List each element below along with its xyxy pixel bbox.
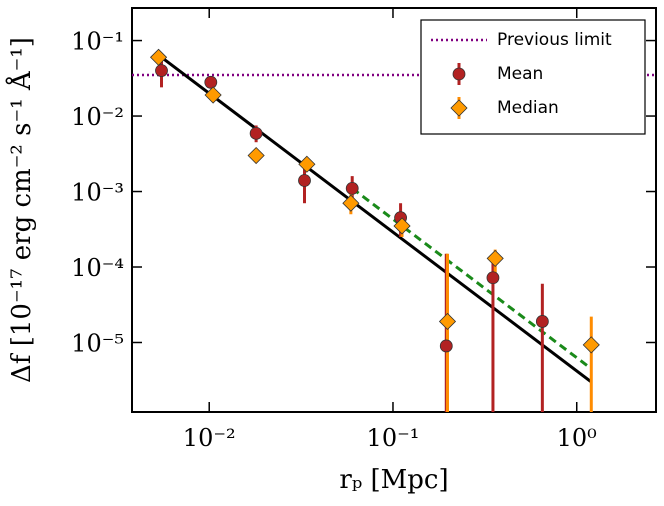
line (160, 56, 593, 384)
legend-label: Median (497, 98, 559, 118)
legend: Previous limit Mean Median (420, 19, 646, 135)
x-tick-label: 10⁻¹ (367, 424, 420, 452)
mean-point (345, 182, 359, 195)
y-tick-label: 10⁻⁴ (71, 254, 124, 282)
x-axis-label: rₚ [Mpc] (339, 465, 448, 495)
x-tick-label: 10⁻² (183, 424, 236, 452)
mean-point (439, 339, 453, 353)
y-axis-label: Δf [10⁻¹⁷ erg cm⁻² s⁻¹ Å⁻¹] (5, 37, 37, 383)
median-point (149, 48, 168, 66)
y-tick-label: 10⁻³ (71, 179, 124, 207)
median-point (393, 217, 411, 235)
median-point (582, 336, 600, 354)
plot-frame (131, 7, 657, 413)
legend-swatch (452, 67, 466, 81)
line (351, 187, 593, 370)
mean-point (298, 174, 311, 187)
legend-label: Previous limit (497, 30, 612, 50)
mean-point (486, 271, 500, 285)
mean-point (155, 64, 168, 77)
median-point (298, 155, 316, 173)
y-tick-label: 10⁻² (71, 103, 124, 131)
median-point (342, 194, 360, 212)
mean-point (249, 126, 263, 140)
x-tick-label: 10⁰ (557, 424, 597, 452)
legend-label: Mean (497, 64, 543, 84)
median-point (486, 249, 504, 267)
y-tick-label: 10⁻⁵ (71, 329, 124, 357)
mean-point (204, 75, 218, 89)
legend-swatch (450, 99, 468, 117)
mean-point (535, 315, 549, 328)
median-point (438, 312, 457, 331)
plot-area (132, 48, 656, 412)
median-point (204, 86, 222, 104)
median-point (247, 146, 265, 165)
y-tick-label: 10⁻¹ (71, 28, 124, 56)
